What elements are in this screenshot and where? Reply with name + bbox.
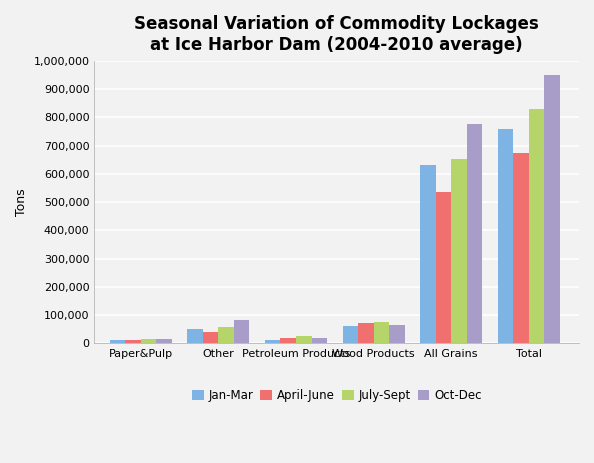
Bar: [343, 326, 358, 343]
Bar: [389, 325, 405, 343]
Bar: [529, 109, 544, 343]
Bar: [188, 329, 203, 343]
Title: Seasonal Variation of Commodity Lockages
at Ice Harbor Dam (2004-2010 average): Seasonal Variation of Commodity Lockages…: [134, 15, 539, 54]
Bar: [265, 339, 280, 343]
Bar: [544, 75, 560, 343]
Bar: [358, 323, 374, 343]
Bar: [156, 339, 172, 343]
Bar: [296, 336, 311, 343]
Bar: [141, 339, 156, 343]
Bar: [498, 129, 513, 343]
Bar: [280, 338, 296, 343]
Bar: [513, 153, 529, 343]
Bar: [125, 339, 141, 343]
Bar: [374, 322, 389, 343]
Bar: [435, 192, 451, 343]
Bar: [203, 332, 219, 343]
Bar: [311, 338, 327, 343]
Legend: Jan-Mar, April-June, July-Sept, Oct-Dec: Jan-Mar, April-June, July-Sept, Oct-Dec: [188, 386, 485, 406]
Bar: [466, 125, 482, 343]
Bar: [451, 159, 466, 343]
Bar: [420, 165, 435, 343]
Y-axis label: Tons: Tons: [15, 188, 28, 216]
Bar: [110, 340, 125, 343]
Bar: [219, 327, 234, 343]
Bar: [234, 320, 249, 343]
